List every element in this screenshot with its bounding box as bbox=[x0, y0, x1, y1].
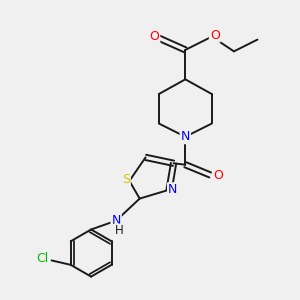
Text: H: H bbox=[115, 224, 124, 238]
Text: N: N bbox=[181, 130, 190, 143]
Text: O: O bbox=[213, 169, 223, 182]
Text: S: S bbox=[122, 173, 130, 186]
Text: N: N bbox=[112, 214, 121, 227]
Text: O: O bbox=[149, 30, 159, 43]
Text: Cl: Cl bbox=[37, 252, 49, 266]
Text: O: O bbox=[210, 29, 220, 42]
Text: N: N bbox=[168, 183, 177, 196]
